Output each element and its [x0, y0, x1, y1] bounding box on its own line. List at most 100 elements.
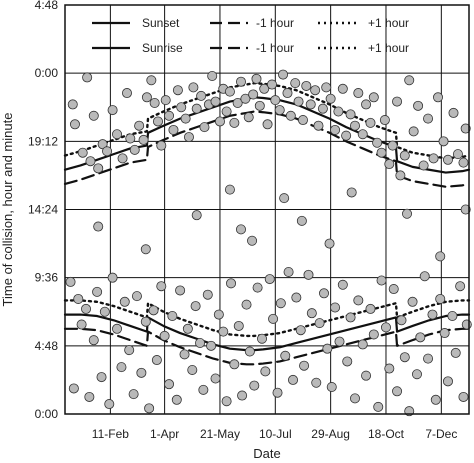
data-point [337, 279, 348, 290]
data-point [333, 106, 344, 117]
data-point [439, 328, 450, 339]
data-point [196, 90, 207, 101]
data-point [272, 387, 283, 398]
data-point [430, 394, 441, 405]
data-point [131, 291, 142, 302]
x-tick-label: 10-Jul [259, 427, 292, 441]
data-point [251, 73, 262, 84]
y-tick-label: 9:36 [35, 271, 59, 285]
data-point [442, 154, 453, 165]
data-point [415, 332, 426, 343]
data-point [450, 347, 461, 358]
data-point [361, 370, 372, 381]
data-point [365, 303, 376, 314]
data-point [392, 386, 403, 397]
data-point [232, 97, 243, 108]
data-point [361, 99, 372, 110]
data-point [248, 89, 259, 100]
data-point [176, 102, 187, 113]
series-line-sunrise-minus-1h [63, 327, 471, 366]
data-point [368, 92, 379, 103]
data-point [460, 204, 471, 215]
data-point [149, 97, 160, 108]
x-tick-label: 11-Feb [92, 427, 129, 441]
data-point [399, 352, 410, 363]
data-point [322, 343, 333, 354]
data-point [301, 80, 312, 91]
data-point [129, 144, 140, 155]
data-point [213, 309, 224, 320]
data-point [82, 72, 93, 83]
data-point [224, 184, 235, 195]
data-point [229, 117, 240, 128]
data-point [399, 150, 410, 161]
data-point [171, 394, 182, 405]
data-point [278, 69, 289, 80]
data-point [97, 139, 108, 150]
data-point [175, 285, 186, 296]
data-point [402, 208, 413, 219]
data-point [305, 99, 316, 110]
data-point [313, 120, 324, 131]
data-point [191, 103, 202, 114]
data-point [458, 391, 469, 402]
data-point [274, 105, 285, 116]
data-point [326, 382, 337, 393]
data-point [119, 296, 130, 307]
data-point [102, 146, 113, 157]
data-point [183, 132, 194, 143]
data-point [151, 355, 162, 366]
data-point [285, 110, 296, 121]
data-point [448, 107, 459, 118]
data-point [167, 311, 178, 322]
data-point [65, 276, 76, 287]
legend-label: +1 hour [368, 41, 409, 55]
data-point [290, 78, 301, 89]
data-point [198, 384, 209, 395]
data-point [112, 129, 123, 140]
data-point [353, 295, 364, 306]
data-point [172, 85, 183, 96]
data-point [376, 275, 387, 286]
data-point [438, 136, 449, 147]
data-point [368, 329, 379, 340]
data-point [241, 299, 252, 310]
data-point [279, 193, 290, 204]
data-point [264, 274, 275, 285]
data-point [202, 289, 213, 300]
data-point [428, 153, 439, 164]
data-point [218, 326, 229, 337]
data-point [283, 266, 294, 277]
data-point [156, 281, 167, 292]
data-point [259, 83, 270, 94]
data-point [387, 140, 398, 151]
data-point [257, 333, 268, 344]
data-point [442, 376, 453, 387]
y-tick-label: 4:48 [35, 339, 59, 353]
data-point [168, 124, 179, 135]
data-point [210, 373, 221, 384]
data-point [88, 335, 99, 346]
data-point [334, 336, 345, 347]
data-point [164, 110, 175, 121]
data-point [395, 170, 406, 181]
data-point [379, 115, 390, 126]
x-tick-label: 1-Apr [150, 427, 179, 441]
data-point [180, 113, 191, 124]
data-point [159, 330, 170, 341]
data-point [93, 221, 104, 232]
data-point [73, 293, 84, 304]
y-tick-label: 19:12 [28, 134, 58, 148]
data-point [107, 272, 118, 283]
data-point [68, 383, 79, 394]
data-point [266, 79, 277, 90]
data-point [190, 301, 201, 312]
data-point [423, 353, 434, 364]
y-tick-label: 4:48 [35, 0, 59, 12]
y-tick-label: 14:24 [28, 203, 58, 217]
data-point [270, 95, 281, 106]
data-point [376, 147, 387, 158]
data-point [252, 282, 263, 293]
data-point [206, 340, 217, 351]
